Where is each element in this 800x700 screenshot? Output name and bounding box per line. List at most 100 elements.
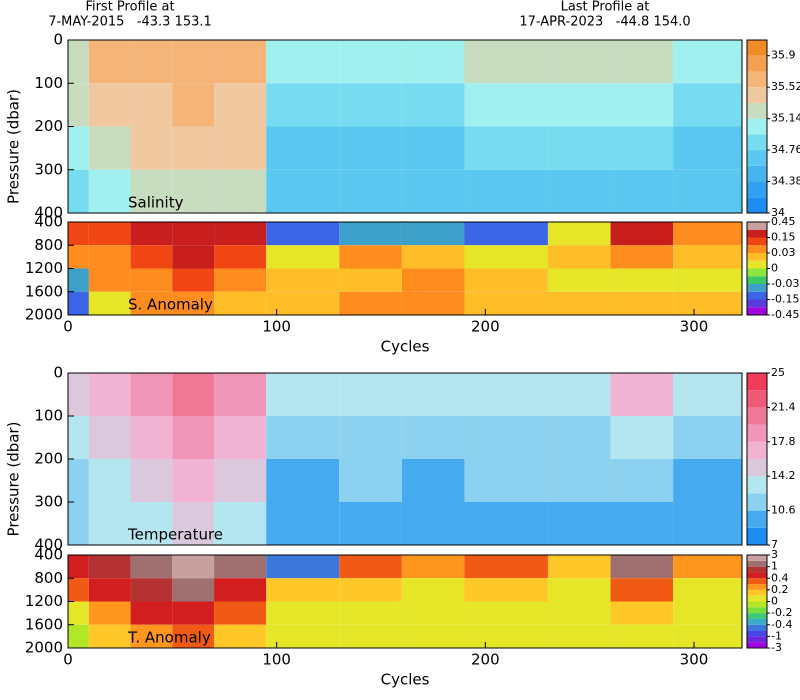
cell bbox=[172, 222, 215, 246]
colorbar-tick-label: 0.4 bbox=[771, 571, 789, 584]
y-tick-label: 100 bbox=[34, 407, 63, 425]
cell bbox=[673, 459, 742, 502]
y-tick-label: 400 bbox=[34, 204, 63, 222]
cell bbox=[339, 222, 402, 246]
cell bbox=[266, 555, 340, 579]
cell bbox=[339, 83, 402, 127]
cell bbox=[610, 578, 674, 602]
cell bbox=[401, 459, 465, 502]
y-tick-label: 1600 bbox=[25, 615, 63, 633]
cell bbox=[130, 578, 173, 602]
cell bbox=[266, 40, 340, 84]
cell bbox=[266, 169, 340, 213]
cell bbox=[130, 245, 173, 269]
cell bbox=[214, 555, 267, 579]
cell bbox=[172, 83, 215, 127]
cell bbox=[68, 459, 89, 502]
cell bbox=[68, 169, 89, 213]
colorbar-band bbox=[747, 527, 767, 545]
cell bbox=[339, 126, 402, 170]
colorbar-band bbox=[747, 40, 767, 56]
cell bbox=[68, 126, 89, 170]
colorbar-tick-label: -0.03 bbox=[771, 277, 799, 290]
cell bbox=[88, 268, 131, 292]
cell bbox=[130, 502, 173, 545]
x-axis-label: Cycles bbox=[381, 338, 430, 356]
cell bbox=[266, 578, 340, 602]
cell bbox=[214, 245, 267, 269]
cell bbox=[88, 555, 131, 579]
cell bbox=[673, 169, 742, 213]
cell bbox=[464, 502, 548, 545]
cell bbox=[68, 222, 89, 246]
panel-label: Salinity bbox=[128, 194, 184, 212]
colorbar-band bbox=[747, 595, 767, 602]
cell bbox=[547, 268, 611, 292]
cell bbox=[401, 578, 465, 602]
cell bbox=[266, 502, 340, 545]
cell bbox=[68, 373, 89, 416]
cell bbox=[547, 245, 611, 269]
colorbar-tick-label: 7 bbox=[771, 538, 778, 551]
cell bbox=[673, 555, 742, 579]
colorbar-tick-label: 21.4 bbox=[771, 400, 796, 413]
colorbar-band bbox=[747, 118, 767, 135]
cell bbox=[339, 624, 402, 648]
colorbar-tick-label: 0.15 bbox=[771, 231, 796, 244]
cell bbox=[172, 291, 215, 315]
cell bbox=[547, 169, 611, 213]
colorbar-band bbox=[747, 237, 767, 246]
y-tick-label: 200 bbox=[34, 450, 63, 468]
colorbar-band bbox=[747, 299, 767, 308]
cell bbox=[673, 291, 742, 315]
colorbar-band bbox=[747, 390, 767, 408]
y-tick-label: 800 bbox=[34, 569, 63, 587]
colorbar-band bbox=[747, 276, 767, 284]
cell bbox=[673, 268, 742, 292]
colorbar-band bbox=[747, 624, 767, 631]
cell bbox=[610, 291, 674, 315]
colorbar-band bbox=[747, 566, 767, 573]
cell bbox=[610, 222, 674, 246]
cell bbox=[214, 169, 267, 213]
cell bbox=[339, 416, 402, 459]
cell bbox=[130, 169, 173, 213]
cell bbox=[547, 40, 611, 84]
cell bbox=[68, 624, 89, 648]
panel-label: T. Anomaly bbox=[127, 629, 211, 647]
cell bbox=[673, 373, 742, 416]
colorbar-tick-label: 35.14 bbox=[771, 112, 800, 125]
cell bbox=[68, 245, 89, 269]
panel-label: S. Anomaly bbox=[128, 296, 213, 314]
cell bbox=[68, 291, 89, 315]
colorbar-band bbox=[747, 642, 767, 648]
cell bbox=[339, 502, 402, 545]
cell bbox=[610, 245, 674, 269]
colorbar-band bbox=[747, 102, 767, 119]
colorbar-band bbox=[747, 71, 767, 88]
colorbar-tick-label: 34.38 bbox=[771, 175, 800, 188]
colorbar-band bbox=[747, 253, 767, 261]
cell bbox=[673, 83, 742, 127]
y-tick-label: 800 bbox=[34, 236, 63, 254]
cell bbox=[464, 624, 548, 648]
cell bbox=[214, 83, 267, 127]
cell bbox=[673, 416, 742, 459]
cell bbox=[339, 268, 402, 292]
colorbar-tick-label: 3 bbox=[771, 548, 778, 561]
x-tick-label: 0 bbox=[63, 651, 73, 669]
colorbar-band bbox=[747, 134, 767, 151]
cell bbox=[130, 268, 173, 292]
y-tick-label: 0 bbox=[53, 31, 63, 49]
colorbar-band bbox=[747, 284, 767, 292]
y-tick-label: 2000 bbox=[25, 306, 63, 324]
colorbar-band bbox=[747, 630, 767, 637]
colorbar-band bbox=[747, 307, 767, 315]
y-tick-label: 400 bbox=[34, 213, 63, 231]
colorbar-tick-label: 1 bbox=[771, 560, 778, 573]
cell bbox=[464, 126, 548, 170]
cell bbox=[88, 502, 131, 545]
y-tick-label: 400 bbox=[34, 546, 63, 564]
cell bbox=[464, 83, 548, 127]
